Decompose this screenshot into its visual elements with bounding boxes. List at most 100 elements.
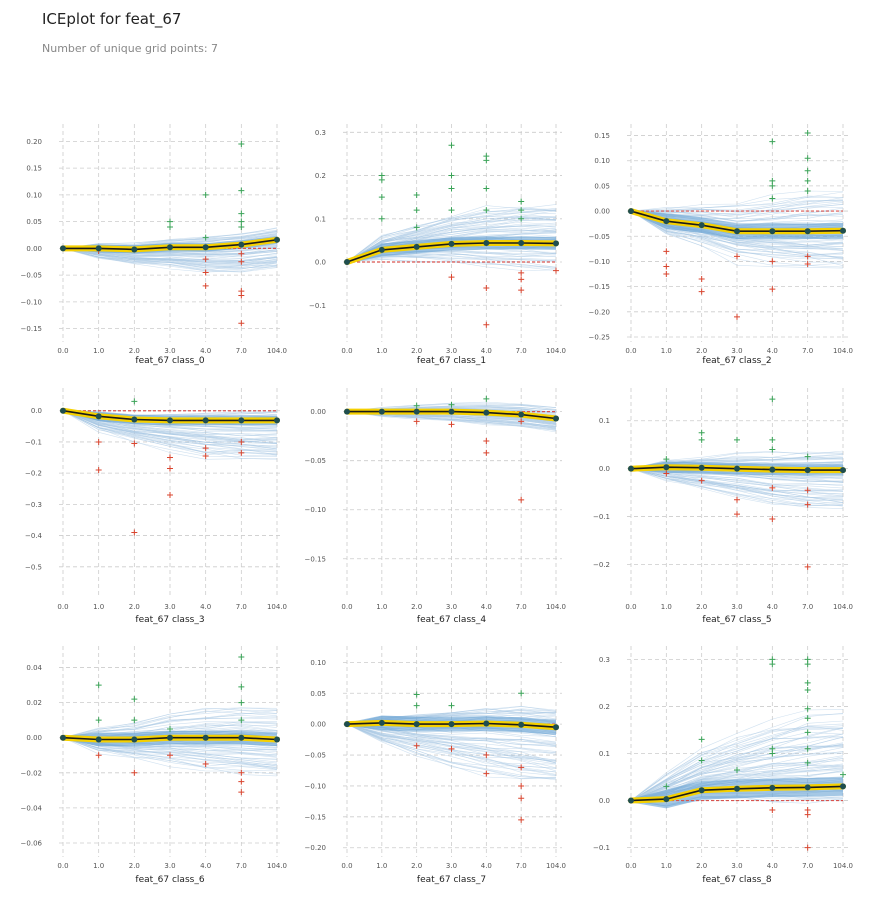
x-tick-label: 1.0 <box>376 347 387 355</box>
outlier-up-marker <box>804 155 811 162</box>
y-tick-label: −0.05 <box>305 752 326 760</box>
outlier-up-marker <box>804 715 811 722</box>
outlier-down-marker <box>131 769 138 776</box>
outlier-up-marker <box>413 702 420 709</box>
x-tick-label: 1.0 <box>376 862 387 870</box>
outlier-up-marker <box>448 702 455 709</box>
x-axis-label: feat_67 class_8 <box>702 875 771 885</box>
ice-subplot-0: −0.15 −0.10 −0.05 0.00 0.05 0.10 0.15 0.20 0.0 1.… <box>21 124 287 366</box>
ice-line <box>346 411 557 433</box>
page-subtitle: Number of unique grid points: 7 <box>42 42 219 55</box>
outlier-down-marker <box>518 418 525 425</box>
y-tick-label: 0.10 <box>310 659 326 667</box>
mean-point <box>663 218 670 225</box>
y-tick-label: −0.10 <box>305 782 326 790</box>
mean-point <box>663 796 670 803</box>
y-tick-label: 0.0 <box>599 465 610 473</box>
x-axis-label: feat_67 class_0 <box>135 356 204 366</box>
x-tick-label: 104.0 <box>833 862 853 870</box>
mean-point <box>804 228 811 235</box>
outlier-up-marker <box>518 207 525 214</box>
outlier-up-marker <box>413 192 420 199</box>
ice-subplot-1: −0.1 0.0 0.1 0.2 0.3 0.0 1.0 2.0 3.0 4.0 7.0 104.0 f… <box>309 124 566 366</box>
y-tick-label: −0.3 <box>25 501 42 509</box>
y-tick-label: −0.25 <box>589 333 610 341</box>
mean-point <box>448 721 455 728</box>
outlier-down-marker <box>238 292 245 299</box>
mean-point <box>131 736 138 743</box>
outlier-down-marker <box>413 418 420 425</box>
mean-point <box>734 465 740 472</box>
ice-line <box>62 710 278 738</box>
outlier-down-marker <box>698 477 705 484</box>
outlier-down-marker <box>518 782 525 789</box>
y-tick-label: 0.04 <box>26 664 42 672</box>
mean-point <box>95 736 102 743</box>
y-tick-label: −0.4 <box>25 532 43 540</box>
ice-line <box>630 210 844 260</box>
outlier-down-marker <box>131 529 138 536</box>
mean-point <box>274 236 280 243</box>
outlier-up-marker <box>804 759 811 766</box>
y-tick-label: −0.1 <box>593 513 610 521</box>
outlier-up-marker <box>378 215 385 222</box>
ice-line <box>630 723 844 801</box>
outlier-down-marker <box>663 248 670 255</box>
outlier-up-marker <box>95 682 102 689</box>
outlier-down-marker <box>804 501 811 508</box>
outlier-down-marker <box>769 258 776 265</box>
ice-line <box>346 723 557 764</box>
y-tick-label: 0.20 <box>26 138 42 146</box>
x-tick-label: 2.0 <box>411 603 422 611</box>
y-tick-label: 0.05 <box>26 218 42 226</box>
outlier-up-marker <box>238 187 245 194</box>
x-tick-label: 0.0 <box>625 347 636 355</box>
ice-line <box>62 410 278 449</box>
mean-point <box>769 784 776 791</box>
y-tick-label: 0.15 <box>594 132 610 140</box>
y-tick-label: −0.04 <box>21 804 43 812</box>
outlier-down-marker <box>518 276 525 283</box>
outlier-up-marker <box>131 696 138 703</box>
outlier-down-marker <box>804 563 811 570</box>
outlier-up-marker <box>378 194 385 201</box>
mean-point <box>628 208 634 215</box>
outlier-up-marker <box>769 195 776 202</box>
outlier-up-marker <box>840 771 846 778</box>
outlier-up-marker <box>698 757 705 764</box>
outlier-down-marker <box>663 470 670 477</box>
ice-line <box>630 713 844 801</box>
x-tick-label: 2.0 <box>129 862 140 870</box>
y-tick-label: 0.1 <box>599 417 610 425</box>
y-tick-label: −0.15 <box>21 325 42 333</box>
mean-point <box>769 466 776 473</box>
x-tick-label: 104.0 <box>833 347 853 355</box>
ice-line <box>346 723 557 776</box>
ice-line <box>62 707 278 738</box>
outlier-down-marker <box>804 253 811 260</box>
y-tick-label: −0.1 <box>309 302 326 310</box>
y-tick-label: 0.00 <box>310 721 326 729</box>
page-title: ICEplot for feat_67 <box>42 10 182 28</box>
outlier-down-marker <box>202 445 209 452</box>
y-tick-label: −0.05 <box>21 272 42 280</box>
x-tick-label: 3.0 <box>446 862 457 870</box>
y-tick-label: −0.20 <box>589 308 610 316</box>
mean-point <box>663 464 670 471</box>
mean-point <box>274 417 280 424</box>
x-tick-label: 7.0 <box>516 862 527 870</box>
outlier-up-marker <box>238 683 245 690</box>
ice-line <box>62 410 278 460</box>
mean-point <box>553 240 559 247</box>
outlier-up-marker <box>413 691 420 698</box>
mean-point <box>202 417 209 424</box>
mean-point <box>804 467 811 474</box>
mean-point <box>413 721 420 728</box>
x-tick-label: 4.0 <box>767 347 778 355</box>
outlier-down-marker <box>663 271 670 278</box>
x-tick-label: 1.0 <box>661 862 672 870</box>
outlier-down-marker <box>734 496 740 503</box>
x-tick-label: 0.0 <box>341 862 352 870</box>
mean-point <box>131 246 138 253</box>
